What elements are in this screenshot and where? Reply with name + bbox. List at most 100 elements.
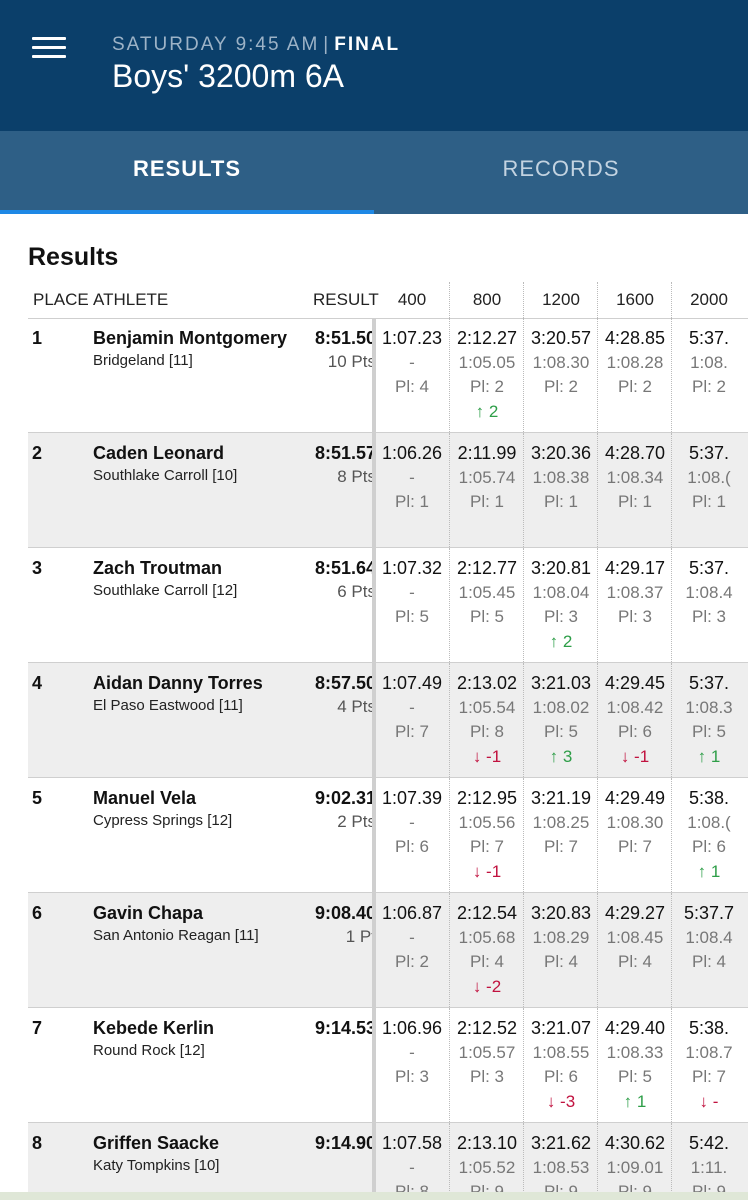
place-change: ↓ -3 — [546, 1092, 576, 1111]
athlete-name[interactable]: Aidan Danny Torres — [93, 673, 263, 693]
athlete-school: Southlake Carroll [12] — [93, 582, 238, 599]
split-cumulative: 2:12.52 — [456, 1018, 518, 1038]
split-cell: 4:28.85 1:08.28 Pl: 2 — [597, 318, 672, 432]
split-cumulative: 1:06.26 — [381, 443, 443, 463]
split-lap: - — [409, 353, 415, 372]
split-cell: 4:30.62 1:09.01 Pl: 9 — [597, 1123, 672, 1200]
athlete-school: Bridgeland [11] — [93, 352, 193, 369]
split-cumulative: 5:37. — [688, 328, 730, 348]
split-lap: 1:11. — [690, 1158, 728, 1177]
place-change: ↑ 2 — [475, 402, 499, 421]
split-cell: 5:38. 1:08.7 Pl: 7 ↓ - — [671, 1008, 746, 1122]
section-title: Results — [28, 243, 119, 271]
arrow-down-icon: ↓ — [472, 977, 487, 996]
tab-bar: RESULTS RECORDS — [0, 131, 748, 214]
place-change: ↓ -1 — [620, 747, 650, 766]
split-cell: 2:13.02 1:05.54 Pl: 8 ↓ -1 — [449, 663, 524, 777]
split-cumulative: 3:21.62 — [530, 1133, 592, 1153]
place-change: ↑ 3 — [549, 747, 573, 766]
split-cell: 1:07.58- Pl: 8 — [375, 1123, 449, 1200]
result-time: 8:51.64 — [314, 558, 376, 578]
athlete-school: Southlake Carroll [10] — [93, 467, 238, 484]
split-cell: 4:29.40 1:08.33 Pl: 5 ↑ 1 — [597, 1008, 672, 1122]
split-cell: 5:37. 1:08.4 Pl: 3 — [671, 548, 746, 662]
split-place: Pl: 6 — [394, 837, 430, 856]
split-lap: 1:08.28 — [606, 353, 664, 372]
split-cell: 5:37. 1:08.3 Pl: 5 ↑ 1 — [671, 663, 746, 777]
split-cell: 5:42. 1:11. Pl: 9 — [671, 1123, 746, 1200]
split-lap: 1:08.55 — [532, 1043, 590, 1062]
athlete-name[interactable]: Gavin Chapa — [93, 903, 204, 923]
split-lap: - — [409, 583, 415, 602]
athlete-name[interactable]: Manuel Vela — [93, 788, 197, 808]
split-place: Pl: 3 — [469, 1067, 505, 1086]
split-cell: 3:21.07 1:08.55 Pl: 6 ↓ -3 — [523, 1008, 598, 1122]
athlete-place: 3 — [32, 558, 43, 578]
table-row[interactable]: 8 Griffen Saacke Katy Tompkins [10] 9:14.90… — [28, 1123, 748, 1200]
athlete-name[interactable]: Kebede Kerlin — [93, 1018, 215, 1038]
athlete-place: 6 — [32, 903, 43, 923]
split-cumulative: 3:21.19 — [530, 788, 592, 808]
split-cumulative: 1:06.96 — [381, 1018, 443, 1038]
table-row[interactable]: 5 Manuel Vela Cypress Springs [12] 9:02.31 2… — [28, 778, 748, 893]
split-cell: 4:29.49 1:08.30 Pl: 7 — [597, 778, 672, 892]
split-cumulative: 1:07.39 — [381, 788, 443, 808]
athlete-name[interactable]: Zach Troutman — [93, 558, 223, 578]
athlete-name[interactable]: Benjamin Montgomery — [93, 328, 288, 348]
tab-records[interactable]: RECORDS — [502, 156, 620, 181]
split-place: Pl: 5 — [394, 607, 430, 626]
split-cell: 1:07.32 - Pl: 5 — [375, 548, 449, 662]
split-place: Pl: 1 — [543, 492, 579, 511]
tab-results[interactable]: RESULTS — [132, 156, 242, 181]
athlete-place: 2 — [32, 443, 43, 463]
split-lap: 1:08.42 — [606, 698, 664, 717]
athlete-school: El Paso Eastwood [11] — [93, 697, 243, 714]
split-cell: 2:12.54 1:05.68 Pl: 4 ↓ -2 — [449, 893, 524, 1007]
table-row[interactable]: 3 Zach Troutman Southlake Carroll [12] 8:51… — [28, 548, 748, 663]
event-datetime: SATURDAY 9:45 AM — [112, 34, 320, 55]
split-lap: 1:08.38 — [532, 468, 590, 487]
split-cumulative: 2:12.77 — [456, 558, 518, 578]
results-table[interactable]: PLACE ATHLETE RESULT 400 800 1200 1600 2… — [28, 282, 748, 1200]
menu-icon[interactable] — [32, 36, 66, 62]
split-cumulative: 2:13.10 — [456, 1133, 518, 1153]
split-place: Pl: 1 — [469, 492, 505, 511]
table-row[interactable]: 1 Benjamin Montgomery Bridgeland [11] 8:51.… — [28, 318, 748, 433]
table-row[interactable]: 6 Gavin Chapa San Antonio Reagan [11] 9:08.… — [28, 893, 748, 1008]
athlete-place: 8 — [32, 1133, 43, 1153]
arrow-down-icon: ↓ — [546, 1092, 561, 1111]
table-row[interactable]: 4 Aidan Danny Torres El Paso Eastwood [11]… — [28, 663, 748, 778]
table-row[interactable]: 7 Kebede Kerlin Round Rock [12] 9:14.53 1:06… — [28, 1008, 748, 1123]
split-place: Pl: 6 — [617, 722, 653, 741]
split-lap: 1:08.3 — [685, 698, 733, 717]
split-cumulative: 4:30.62 — [604, 1133, 666, 1153]
split-cumulative: 1:07.23 — [381, 328, 443, 348]
split-cell: 3:21.62 1:08.53 Pl: 9 — [523, 1123, 598, 1200]
col-place: PLACE — [33, 290, 89, 309]
event-title: Boys' 3200m 6A — [112, 58, 345, 94]
split-cumulative: 5:37. — [688, 673, 730, 693]
athlete-name[interactable]: Caden Leonard — [93, 443, 225, 463]
table-row[interactable]: 2 Caden Leonard Southlake Carroll [10] 8:51… — [28, 433, 748, 548]
split-cumulative: 5:38. — [688, 788, 730, 808]
athlete-name[interactable]: Griffen Saacke — [93, 1133, 220, 1153]
split-cell: 5:37.7 1:08.4 Pl: 4 — [671, 893, 746, 1007]
place-change: ↑ 1 — [623, 1092, 647, 1111]
split-place: Pl: 1 — [617, 492, 653, 511]
arrow-up-icon: ↑ — [623, 1092, 637, 1111]
split-cumulative: 3:20.83 — [530, 903, 592, 923]
arrow-up-icon: ↑ — [697, 862, 711, 881]
split-place: Pl: 5 — [469, 607, 505, 626]
split-place: Pl: 4 — [691, 952, 727, 971]
split-place: Pl: 1 — [394, 492, 430, 511]
result-time: 9:08.40 — [314, 903, 376, 923]
split-place: Pl: 3 — [691, 607, 727, 626]
split-place: Pl: 4 — [543, 952, 579, 971]
split-place: Pl: 3 — [617, 607, 653, 626]
split-cell: 5:37. 1:08.(Pl: 1 — [671, 433, 746, 547]
athlete-school: San Antonio Reagan [11] — [93, 927, 259, 944]
split-cumulative: 2:12.27 — [456, 328, 518, 348]
split-lap: - — [409, 1043, 415, 1062]
split-place: Pl: 2 — [543, 377, 579, 396]
split-place: Pl: 6 — [543, 1067, 579, 1086]
